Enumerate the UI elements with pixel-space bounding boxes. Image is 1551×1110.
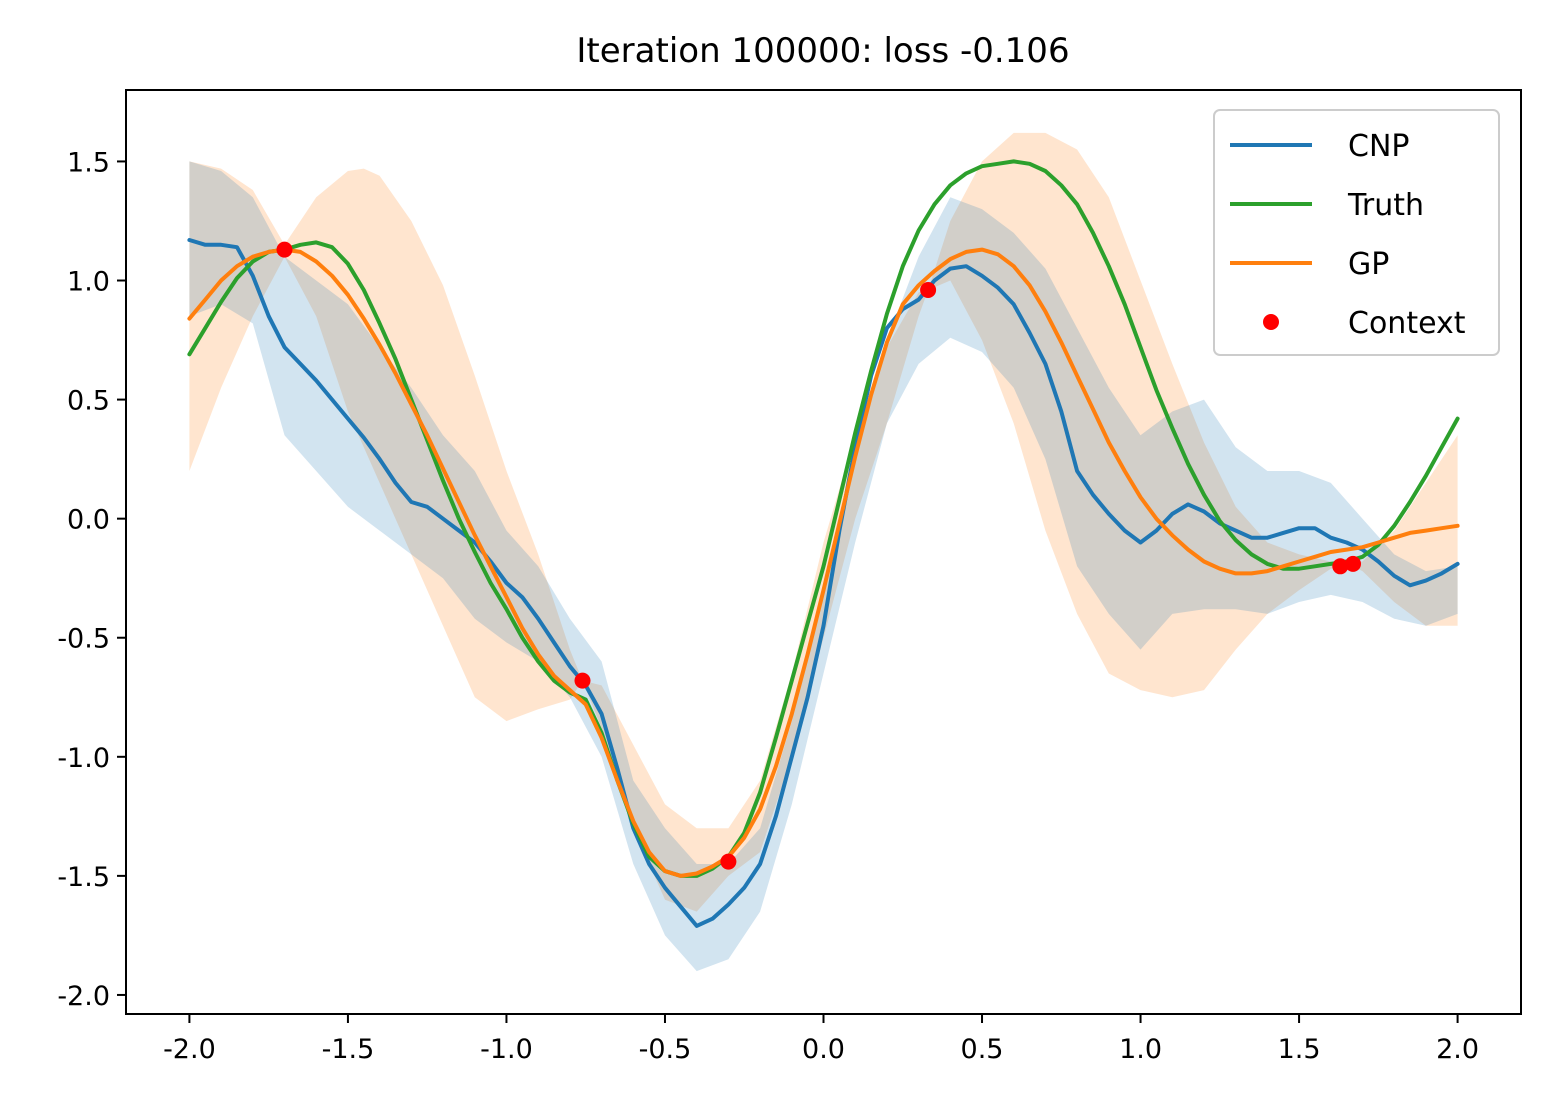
gp-band-uncertainty [189,132,1458,912]
x-tick-label: 2.0 [1436,1034,1479,1065]
truth-line [187,159,1460,878]
y-tick-label: -0.5 [57,624,110,655]
legend-label-truth: Truth [1347,188,1424,223]
context-point [276,241,293,258]
cnp-line [187,238,1460,928]
x-tick-label: 0.5 [961,1034,1004,1065]
context-point [574,672,591,689]
context-point [920,282,937,298]
context-point [1345,555,1361,572]
y-tick-label: 1.5 [67,147,110,178]
chart-title: Iteration 100000: loss -0.106 [576,31,1069,71]
y-tick-label: -1.5 [57,862,110,893]
x-tick-label: -2.0 [163,1034,216,1065]
legend-box [1213,109,1500,356]
y-tick-label: -2.0 [57,981,110,1012]
x-tick-label: -0.5 [639,1034,692,1065]
legend-swatch-context [1263,314,1279,330]
x-tick-label: -1.0 [480,1034,533,1065]
y-tick-label: -1.0 [57,743,110,774]
x-tick-label: 0.0 [802,1034,845,1065]
plot-area [187,132,1460,972]
x-tick-label: 1.0 [1119,1034,1162,1065]
y-tick-label: 0.0 [67,505,110,536]
gp-line [187,247,1460,878]
legend-label-gp: GP [1348,247,1389,282]
y-tick-label: 1.0 [67,267,110,298]
context-point [720,853,737,870]
x-tick-label: 1.5 [1278,1034,1321,1065]
legend: CNP Truth GP Context [1213,109,1500,356]
y-tick-label: 0.5 [67,386,110,417]
legend-label-context: Context [1348,306,1466,341]
x-tick-label: -1.5 [322,1034,375,1065]
legend-label-cnp: CNP [1348,129,1409,164]
cnp-band-uncertainty [189,161,1458,972]
context-point [1332,558,1349,575]
axis-ticks: -2.0 -1.5 -1.0 -0.5 0.0 0.5 1.0 1.5 2.0 1.5 1.0 0.5… [57,147,1479,1065]
